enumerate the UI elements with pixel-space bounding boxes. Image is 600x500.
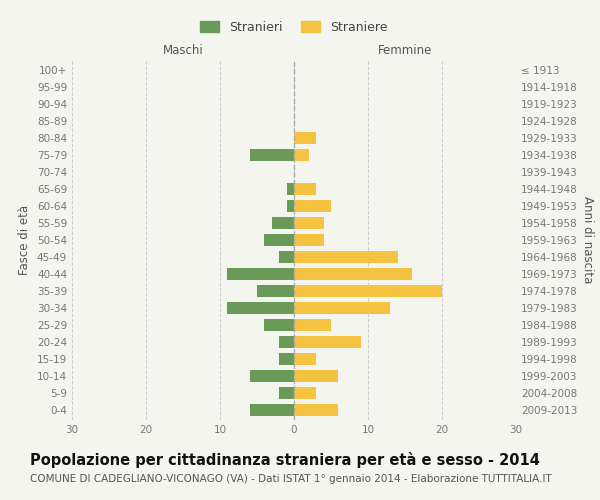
Bar bbox=[287, 200, 294, 212]
Bar bbox=[294, 319, 331, 331]
Legend: Stranieri, Straniere: Stranieri, Straniere bbox=[196, 16, 392, 39]
Bar bbox=[279, 353, 294, 365]
Bar bbox=[227, 302, 294, 314]
Bar bbox=[279, 386, 294, 399]
Text: COMUNE DI CADEGLIANO-VICONAGO (VA) - Dati ISTAT 1° gennaio 2014 - Elaborazione T: COMUNE DI CADEGLIANO-VICONAGO (VA) - Dat… bbox=[30, 474, 552, 484]
Bar bbox=[294, 183, 316, 195]
Bar bbox=[265, 319, 294, 331]
Bar bbox=[294, 251, 398, 263]
Bar bbox=[294, 336, 361, 348]
Bar bbox=[287, 183, 294, 195]
Bar bbox=[294, 302, 390, 314]
Bar bbox=[294, 217, 323, 229]
Bar bbox=[250, 149, 294, 161]
Bar bbox=[265, 234, 294, 246]
Bar bbox=[294, 370, 338, 382]
Text: Femmine: Femmine bbox=[378, 44, 432, 58]
Bar bbox=[294, 285, 442, 297]
Bar bbox=[272, 217, 294, 229]
Text: Maschi: Maschi bbox=[163, 44, 203, 58]
Bar bbox=[294, 268, 412, 280]
Bar bbox=[294, 132, 316, 144]
Bar bbox=[257, 285, 294, 297]
Bar bbox=[294, 404, 338, 416]
Bar bbox=[227, 268, 294, 280]
Bar bbox=[294, 234, 323, 246]
Bar bbox=[294, 386, 316, 399]
Bar bbox=[279, 251, 294, 263]
Bar bbox=[250, 404, 294, 416]
Text: Popolazione per cittadinanza straniera per età e sesso - 2014: Popolazione per cittadinanza straniera p… bbox=[30, 452, 540, 468]
Y-axis label: Fasce di età: Fasce di età bbox=[19, 205, 31, 275]
Y-axis label: Anni di nascita: Anni di nascita bbox=[581, 196, 594, 284]
Bar bbox=[250, 370, 294, 382]
Bar bbox=[294, 353, 316, 365]
Bar bbox=[279, 336, 294, 348]
Bar bbox=[294, 149, 309, 161]
Bar bbox=[294, 200, 331, 212]
